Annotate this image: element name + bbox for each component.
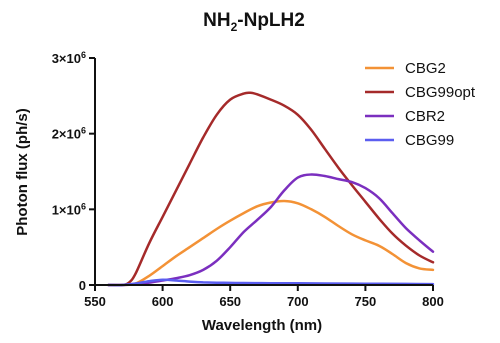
series-line-cbg99opt [107,91,435,287]
chart-title: NH2-NpLH2 [203,10,305,34]
x-axis-title: Wavelength (nm) [202,317,322,334]
series-line-cbg99 [107,278,435,287]
y-tick-label: 3×106 [52,50,86,66]
y-tick-label: 0 [79,278,86,293]
y-axis-title: Photon flux (ph/s) [14,108,31,235]
x-tick-label: 750 [355,294,377,309]
x-tick-label: 600 [152,294,174,309]
series-line-cbg2 [107,199,435,287]
legend-label-cbr2: CBR2 [405,108,445,125]
legend-label-cbg99: CBG99 [405,132,454,149]
x-tick-label: 550 [84,294,106,309]
legend-label-cbg2: CBG2 [405,60,446,77]
y-tick-label: 1×106 [52,201,86,217]
legend-label-cbg99opt: CBG99opt [405,84,476,101]
axes: 550 600 650 700 750 800 0 1×106 2×106 3×106 [52,50,444,309]
legend: CBG2 CBG99opt CBR2 CBG99 [365,60,476,149]
x-tick-label: 700 [287,294,309,309]
x-tick-label: 650 [219,294,241,309]
x-tick-label: 800 [422,294,444,309]
y-tick-label: 2×106 [52,126,86,142]
plot-area [107,91,435,287]
